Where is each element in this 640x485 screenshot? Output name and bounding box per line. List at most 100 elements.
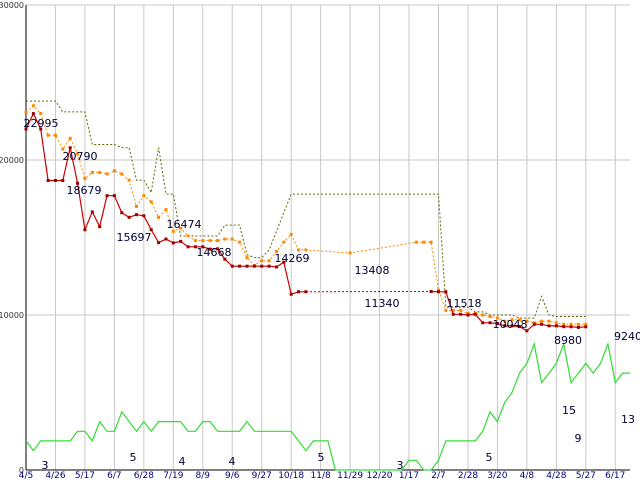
average-point (260, 259, 263, 262)
x-tick-label: 5/27 (576, 471, 596, 480)
x-tick-label: 12/20 (367, 471, 393, 480)
average-point (54, 134, 57, 137)
average-point (32, 104, 35, 107)
average-point (39, 112, 42, 115)
price-data-label: 13408 (355, 264, 390, 277)
price-data-label: 14269 (275, 252, 310, 265)
price-point (83, 228, 86, 231)
y-tick-label: 20000 (0, 156, 24, 165)
price-point (555, 324, 558, 327)
price-point (61, 179, 64, 182)
average-point (304, 248, 307, 251)
price-point (466, 314, 469, 317)
average-point (290, 233, 293, 236)
average-point (142, 194, 145, 197)
price-data-label: 11518 (447, 297, 482, 310)
price-point (459, 313, 462, 316)
price-point (106, 194, 109, 197)
average-point (209, 239, 212, 242)
price-point (69, 146, 72, 149)
count-data-label: 9 (575, 432, 582, 445)
y-tick-label: 10000 (0, 311, 24, 320)
average-point (547, 320, 550, 323)
price-point (172, 241, 175, 244)
price-data-label: 20790 (63, 150, 98, 163)
price-point (164, 238, 167, 241)
x-tick-label: 4/8 (520, 471, 535, 480)
price-point (437, 290, 440, 293)
x-tick-label: 7/19 (163, 471, 183, 480)
price-point (135, 213, 138, 216)
price-point (444, 290, 447, 293)
x-tick-label: 8/9 (196, 471, 211, 480)
price-point (238, 265, 241, 268)
average-point (187, 234, 190, 237)
price-point (32, 112, 35, 115)
y-tick-label: 30000 (0, 1, 24, 10)
x-tick-label: 11/29 (337, 471, 363, 480)
price-point (489, 321, 492, 324)
x-tick-label: 5/17 (75, 471, 95, 480)
x-tick-label: 4/26 (45, 471, 65, 480)
average-point (106, 172, 109, 175)
average-point (150, 200, 153, 203)
x-tick-label: 6/7 (107, 471, 121, 480)
x-tick-label: 4/5 (19, 471, 33, 480)
average-point (555, 321, 558, 324)
maximum-line (26, 101, 586, 318)
x-tick-label: 1/17 (399, 471, 419, 480)
price-point (231, 265, 234, 268)
average-point (349, 252, 352, 255)
price-data-label: 10048 (493, 318, 528, 331)
price-point (290, 293, 293, 296)
average-point (194, 239, 197, 242)
price-point (430, 290, 433, 293)
price-data-label: 14668 (197, 246, 232, 259)
price-point (533, 323, 536, 326)
average-point (282, 241, 285, 244)
price-point (481, 321, 484, 324)
price-point (253, 265, 256, 268)
average-point (481, 314, 484, 317)
price-point (297, 290, 300, 293)
price-data-label: 22995 (24, 117, 59, 130)
average-point (489, 315, 492, 318)
x-tick-label: 2/7 (431, 471, 445, 480)
price-point (47, 179, 50, 182)
average-point (98, 171, 101, 174)
price-point (245, 265, 248, 268)
average-point (83, 177, 86, 180)
price-point (128, 216, 131, 219)
x-tick-label: 10/18 (278, 471, 304, 480)
price-point (452, 313, 455, 316)
average-point (238, 241, 241, 244)
x-tick-label: 11/8 (311, 471, 331, 480)
count-data-label: 4 (229, 455, 236, 468)
average-point (430, 241, 433, 244)
average-point (157, 216, 160, 219)
average-point (135, 205, 138, 208)
count-data-label: 15 (562, 404, 576, 417)
price-data-label: 16474 (167, 218, 202, 231)
x-tick-label: 3/20 (487, 471, 507, 480)
count-data-label: 13 (621, 413, 635, 426)
price-point (54, 179, 57, 182)
average-point (422, 241, 425, 244)
price-point (187, 245, 190, 248)
average-point (216, 239, 219, 242)
price-point (474, 313, 477, 316)
count-line (26, 344, 630, 470)
count-data-label: 4 (179, 455, 186, 468)
price-point (275, 265, 278, 268)
price-point (547, 324, 550, 327)
price-point (120, 211, 123, 214)
average-point (540, 320, 543, 323)
x-tick-label: 2/28 (458, 471, 478, 480)
average-point (231, 238, 234, 241)
average-point (47, 134, 50, 137)
x-tick-label: 4/28 (546, 471, 566, 480)
average-point (245, 256, 248, 259)
